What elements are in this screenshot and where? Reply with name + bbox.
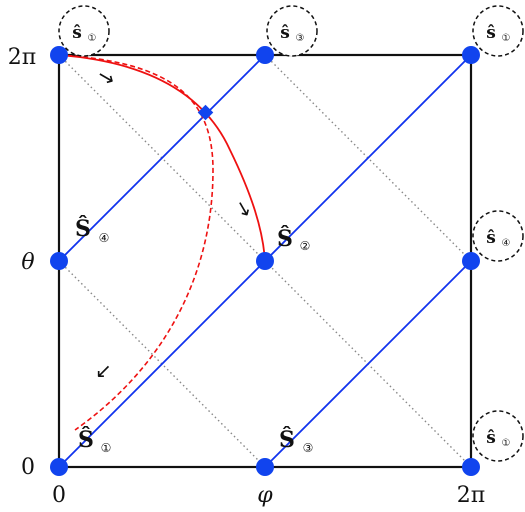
state-label-s3: Ŝ ③ (279, 426, 313, 455)
x-tick-mid: φ (257, 483, 273, 508)
state-s4-main: Ŝ (75, 215, 91, 242)
red-dashed-curve (58, 54, 214, 431)
ghost-right-mid: ŝ ④ (472, 210, 524, 262)
state-s1-main: Ŝ (78, 426, 94, 453)
y-tick-mid: θ (21, 250, 34, 275)
ghost-top-left-main: ŝ (72, 23, 82, 43)
ghost-top-right-main: ŝ (486, 23, 496, 43)
ghost-top-mid: ŝ ③ (266, 5, 318, 57)
ghost-bottom-right-sub: ① (502, 438, 511, 449)
ghost-top-left: ŝ ① (58, 5, 110, 57)
ghost-right-mid-sub: ④ (502, 238, 511, 249)
ghost-bottom-right: ŝ ① (472, 410, 524, 462)
ghost-top-mid-sub: ③ (296, 33, 305, 44)
y-tick-top: 2π (8, 45, 36, 70)
state-s2-main: Ŝ (277, 225, 293, 252)
x-tick-right: 2π (457, 483, 485, 508)
state-label-s2: Ŝ ② (277, 225, 310, 253)
nodes (50, 46, 480, 476)
state-label-s4: Ŝ ④ (75, 215, 109, 245)
ghost-top-right: ŝ ① (472, 5, 524, 57)
ghost-right-mid-main: ŝ (486, 228, 496, 248)
ghost-top-mid-main: ŝ (280, 23, 290, 43)
state-s3-sub: ③ (303, 441, 314, 455)
ghost-top-left-sub: ① (88, 33, 97, 44)
y-tick-bottom: 0 (21, 455, 35, 480)
ghost-top-right-sub: ① (502, 33, 511, 44)
state-s3-main: Ŝ (279, 426, 295, 453)
state-s2-sub: ② (300, 239, 311, 253)
red-solid-curve (58, 54, 266, 262)
intersection-diamond (197, 104, 214, 121)
state-s4-sub: ④ (99, 231, 110, 245)
arrow-top: → (93, 62, 120, 91)
arrow-mid: → (229, 195, 258, 222)
ghost-bottom-right-main: ŝ (486, 428, 496, 448)
state-s1-sub: ① (101, 441, 112, 455)
arrow-low: → (90, 358, 119, 387)
x-tick-left: 0 (52, 483, 66, 508)
state-label-s1: Ŝ ① (78, 426, 111, 455)
